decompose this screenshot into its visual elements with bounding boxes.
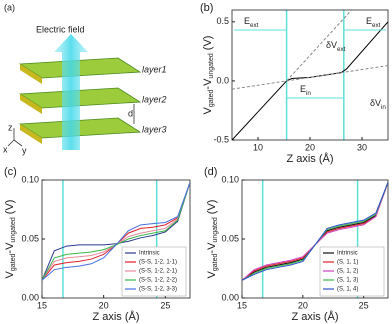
legend-label: Intrinsic	[139, 251, 160, 257]
y-axis-label-part: -V	[202, 78, 214, 90]
series-line	[242, 182, 388, 281]
x-tick-label: 15	[37, 300, 47, 310]
y-axis-label-part: -V	[206, 242, 218, 254]
plot-frame	[41, 179, 191, 299]
legend-label: (S, 1, 2)	[337, 269, 358, 275]
x-tick-label: 20	[99, 300, 109, 310]
y-axis-label-part: V	[206, 270, 218, 278]
y-axis-label-part: gated	[208, 89, 215, 107]
legend-label: (S, 1, 3)	[337, 278, 358, 284]
y-axis-label-part: gated	[212, 253, 219, 271]
x-tick-label: 25	[359, 300, 369, 310]
chart: (b) 10 20 30 -0.5 0.0 0.5 Z axis (Å) Vgated-Vung…	[200, 2, 389, 165]
panel-label: (a)	[4, 2, 15, 12]
gap-label: d	[128, 108, 133, 118]
y-tick-label: 0.10	[21, 174, 39, 184]
y-tick-label: 0.5	[216, 16, 229, 26]
x-tick-label: 25	[160, 300, 170, 310]
x-axis-label: Z axis (Å)	[286, 152, 333, 165]
legend-label: (S-S, 1-2, 2-1)	[139, 269, 177, 275]
x-axis-label: Z axis (Å)	[92, 310, 139, 323]
y-axis-label-part: ungated	[10, 217, 17, 242]
annotation: δVin	[370, 98, 386, 111]
y-axis-label-part: ungated	[208, 53, 215, 78]
x-tick-label: 10	[253, 142, 263, 152]
plot-frame	[241, 179, 389, 299]
y-tick-label: 0.00	[221, 292, 239, 302]
y-axis-label: Vgated-Vungated (V)	[4, 200, 17, 279]
chart: (d) 15 20 25 0.00 0.05 0.10 Z axis (Å) Vgated-Vu…	[204, 166, 389, 323]
y-tick-label: 0.00	[21, 292, 39, 302]
y-axis-label-part: (V)	[206, 200, 218, 218]
legend-label: (S, 1, 1)	[337, 260, 358, 266]
axis-label: x	[3, 144, 8, 154]
panel-label: (d)	[204, 166, 217, 178]
y-axis-label-part: V	[202, 106, 214, 114]
annotation-main: E	[366, 16, 372, 26]
y-axis-label-part: V	[4, 270, 16, 278]
annotation-sub: ext	[250, 22, 259, 29]
annotation: δVext	[326, 40, 346, 53]
layer-label: layer2	[142, 94, 167, 104]
annotation: Eext	[366, 16, 381, 29]
legend-label: (S-S, 1-2, 1-1)	[139, 260, 177, 266]
annotation-sub: in	[306, 90, 311, 97]
y-axis-label: Vgated-Vungated (V)	[202, 36, 215, 115]
annotation-main: E	[244, 16, 250, 26]
y-axis-label-part: (V)	[4, 200, 16, 218]
panel-label: (b)	[200, 2, 213, 14]
y-axis-label: Vgated-Vungated (V)	[206, 200, 219, 279]
plot-frame	[231, 9, 389, 141]
legend-label: Intrinsic	[337, 251, 358, 257]
axes-icon	[7, 128, 23, 147]
series-line	[42, 182, 190, 281]
y-axis-label-part: -V	[4, 242, 16, 254]
x-tick-label: 20	[298, 300, 308, 310]
series-line	[286, 10, 352, 82]
x-tick-label: 15	[237, 300, 247, 310]
series-line	[42, 182, 190, 281]
field-label: Electric field	[36, 24, 85, 34]
annotation-main: δV	[370, 98, 381, 108]
annotation-main: E	[300, 84, 306, 94]
annotation: Ein	[300, 84, 311, 97]
field-arrow	[54, 34, 88, 150]
y-axis-label-part: ungated	[212, 217, 219, 242]
axis-label: z	[8, 122, 13, 132]
y-axis-label-part: gated	[10, 253, 17, 271]
annotation-sub: ext	[337, 46, 346, 53]
y-tick-label: -0.5	[213, 134, 229, 144]
layer-label: layer1	[142, 64, 167, 74]
y-tick-label: 0.05	[21, 233, 39, 243]
series-line	[232, 21, 388, 140]
axis-label: y	[22, 145, 27, 155]
panel-a: (a) Electric field layer1 layer2 layer3 …	[3, 2, 167, 155]
annotation-sub: in	[381, 104, 386, 111]
annotation-main: δV	[326, 40, 337, 50]
series-line	[232, 65, 388, 90]
legend-label: (S, 1, 4)	[337, 287, 358, 293]
layer-label: layer3	[142, 124, 167, 134]
x-tick-label: 20	[305, 142, 315, 152]
y-tick-label: 0.05	[221, 233, 239, 243]
y-tick-label: 0.10	[221, 174, 239, 184]
annotation: Eext	[244, 16, 259, 29]
x-axis-label: Z axis (Å)	[291, 310, 338, 323]
y-tick-label: 0.0	[216, 75, 229, 85]
legend-label: (S-S, 1-2, 3-3)	[139, 287, 177, 293]
panel-label: (c)	[4, 166, 17, 178]
legend-label: (S-S, 1-2, 2-2)	[139, 278, 177, 284]
x-tick-label: 30	[357, 142, 367, 152]
annotation-sub: ext	[372, 22, 381, 29]
y-axis-label-part: (V)	[202, 36, 214, 54]
chart: (c) 15 20 25 0.00 0.05 0.10 Z axis (Å) Vgated-Vu…	[4, 166, 191, 323]
